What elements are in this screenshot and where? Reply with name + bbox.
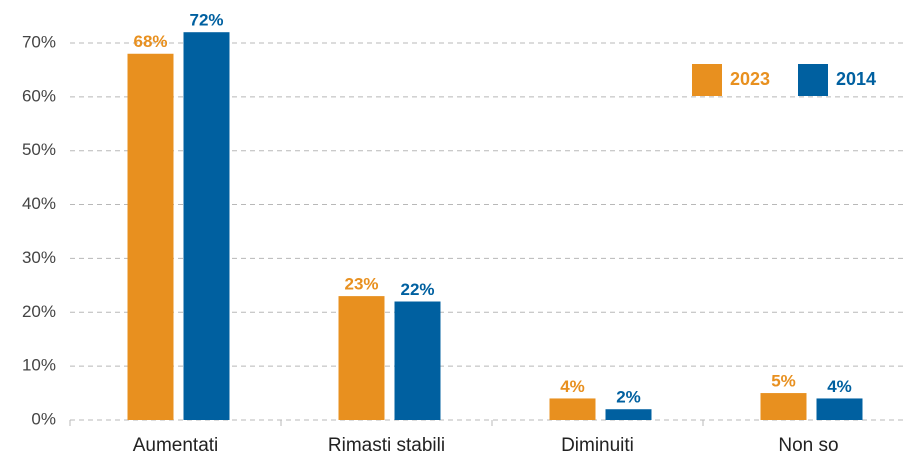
y-tick-label: 20%: [22, 302, 56, 321]
x-tick-label: Diminuiti: [561, 435, 634, 456]
value-label: 2%: [616, 388, 641, 407]
y-tick-label: 30%: [22, 248, 56, 267]
bar: [338, 296, 385, 420]
x-tick-label: Rimasti stabili: [328, 435, 445, 456]
bar: [760, 393, 807, 420]
value-label: 72%: [189, 11, 223, 30]
value-label: 68%: [133, 32, 167, 51]
y-tick-label: 50%: [22, 140, 56, 159]
value-label: 23%: [344, 275, 378, 294]
value-label: 4%: [560, 377, 585, 396]
bar: [549, 398, 596, 420]
legend-label: 2014: [836, 69, 876, 89]
y-tick-label: 60%: [22, 86, 56, 105]
value-label: 4%: [827, 377, 852, 396]
value-label: 5%: [771, 372, 796, 391]
bar: [816, 398, 863, 420]
bar: [605, 409, 652, 420]
y-tick-label: 70%: [22, 32, 56, 51]
x-tick-label: Non so: [778, 435, 838, 456]
y-tick-label: 40%: [22, 194, 56, 213]
y-tick-label: 10%: [22, 356, 56, 375]
legend-label: 2023: [730, 69, 770, 89]
x-tick-label: Aumentati: [133, 435, 219, 456]
legend-swatch: [798, 64, 828, 96]
y-tick-label: 0%: [31, 409, 56, 428]
bar: [183, 32, 230, 420]
legend-swatch: [692, 64, 722, 96]
value-label: 22%: [400, 280, 434, 299]
bar: [394, 301, 441, 420]
bar: [127, 53, 174, 420]
